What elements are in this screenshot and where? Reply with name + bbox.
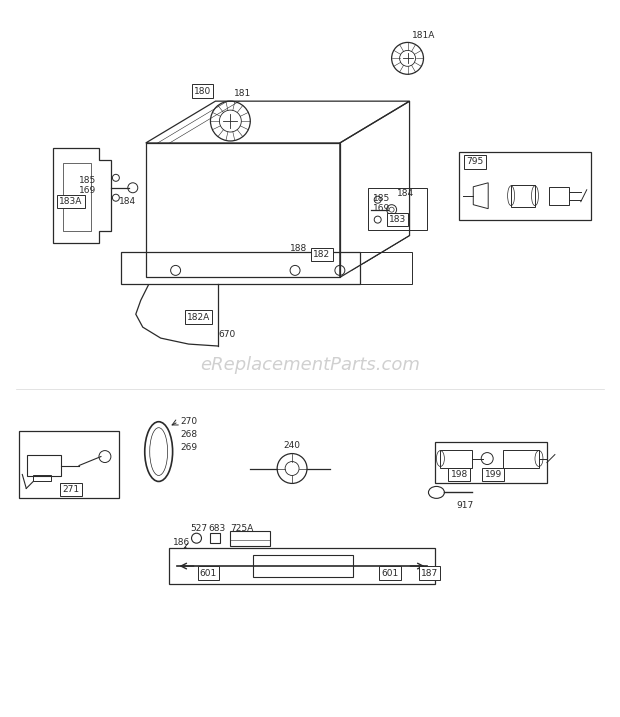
Bar — [253, 555, 353, 577]
Text: 199: 199 — [485, 470, 502, 479]
Text: 725A: 725A — [231, 523, 254, 533]
Text: 185: 185 — [79, 176, 96, 185]
Bar — [503, 450, 539, 467]
Text: 670: 670 — [218, 330, 236, 338]
Text: 601: 601 — [200, 569, 217, 577]
Text: 198: 198 — [451, 470, 468, 479]
Bar — [146, 143, 340, 277]
Bar — [435, 442, 547, 483]
Bar — [210, 533, 220, 543]
Bar — [459, 152, 591, 219]
Bar — [440, 450, 472, 467]
Text: 187: 187 — [421, 569, 438, 577]
Text: 182A: 182A — [187, 313, 210, 322]
Text: 601: 601 — [381, 569, 398, 577]
Text: 269: 269 — [180, 443, 198, 452]
Text: 240: 240 — [283, 441, 301, 450]
Text: 271: 271 — [63, 485, 79, 494]
Text: 186: 186 — [172, 538, 190, 546]
Text: 184: 184 — [119, 197, 136, 206]
Bar — [511, 185, 535, 206]
Text: 169: 169 — [373, 204, 390, 213]
Bar — [169, 549, 435, 584]
Bar — [231, 531, 270, 546]
Text: 188: 188 — [290, 244, 308, 253]
Text: 181: 181 — [234, 89, 252, 98]
Text: 683: 683 — [208, 523, 226, 533]
Bar — [368, 188, 427, 229]
Text: 182: 182 — [313, 250, 330, 259]
Bar — [63, 163, 91, 231]
Text: eReplacementParts.com: eReplacementParts.com — [200, 356, 420, 374]
Text: 527: 527 — [190, 523, 208, 533]
Text: 795: 795 — [467, 158, 484, 166]
Text: 180: 180 — [194, 87, 211, 95]
Text: 917: 917 — [456, 501, 474, 510]
Text: 268: 268 — [180, 430, 198, 439]
Text: 183: 183 — [389, 215, 406, 224]
Bar — [121, 252, 360, 285]
Text: 169: 169 — [79, 186, 96, 195]
Text: 184: 184 — [397, 189, 414, 198]
Text: 270: 270 — [180, 417, 198, 426]
Text: 181A: 181A — [412, 31, 435, 40]
Bar — [360, 252, 412, 285]
Bar — [33, 475, 51, 481]
Text: 185: 185 — [373, 194, 390, 203]
Bar — [27, 455, 61, 477]
Text: 183A: 183A — [60, 197, 82, 206]
Bar — [549, 186, 569, 204]
Bar — [19, 431, 119, 498]
